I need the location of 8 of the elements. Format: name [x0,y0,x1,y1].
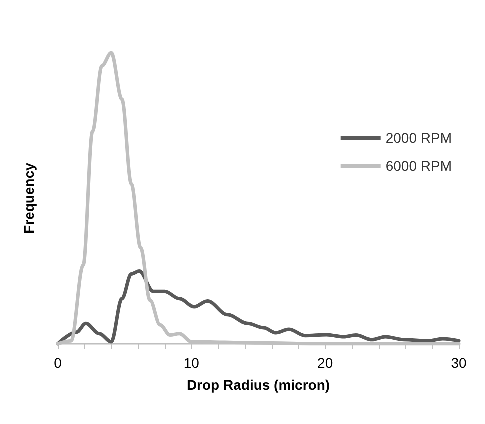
x-tick-label: 30 [451,355,467,371]
legend-label: 2000 RPM [386,130,452,146]
legend-label: 6000 RPM [386,158,452,174]
x-tick-label: 0 [54,355,62,371]
x-tick-label: 10 [184,355,200,371]
y-axis-title: Frequency [21,162,37,234]
x-axis-title: Drop Radius (micron) [186,377,330,393]
x-tick-label: 20 [318,355,334,371]
